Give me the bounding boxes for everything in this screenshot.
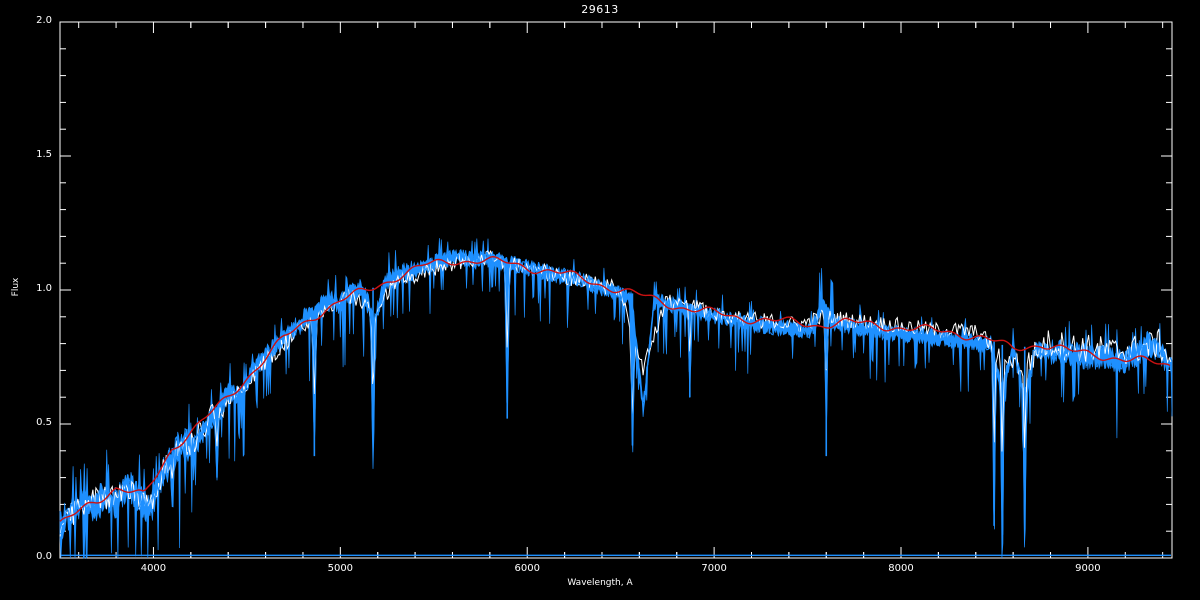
y-tick-label: 0.5 <box>36 417 52 428</box>
x-tick-label: 6000 <box>514 563 540 574</box>
x-tick-label: 4000 <box>140 563 167 574</box>
y-tick-label: 1.0 <box>36 283 52 294</box>
continuum-fit-line <box>59 255 1171 522</box>
x-tick-label: 9000 <box>1075 563 1101 574</box>
x-tick-label: 8000 <box>888 563 914 574</box>
y-tick-label: 0.0 <box>36 551 52 562</box>
x-tick-label: 5000 <box>327 563 354 574</box>
observed-spectrum-line <box>59 248 1172 535</box>
observed-spectrum-band <box>59 238 1173 559</box>
x-axis-label: Wavelength, A <box>567 578 633 588</box>
x-tick-label: 7000 <box>701 563 727 574</box>
y-tick-label: 2.0 <box>36 15 52 26</box>
y-tick-label: 1.5 <box>36 149 52 160</box>
page-title: 29613 <box>581 3 619 16</box>
